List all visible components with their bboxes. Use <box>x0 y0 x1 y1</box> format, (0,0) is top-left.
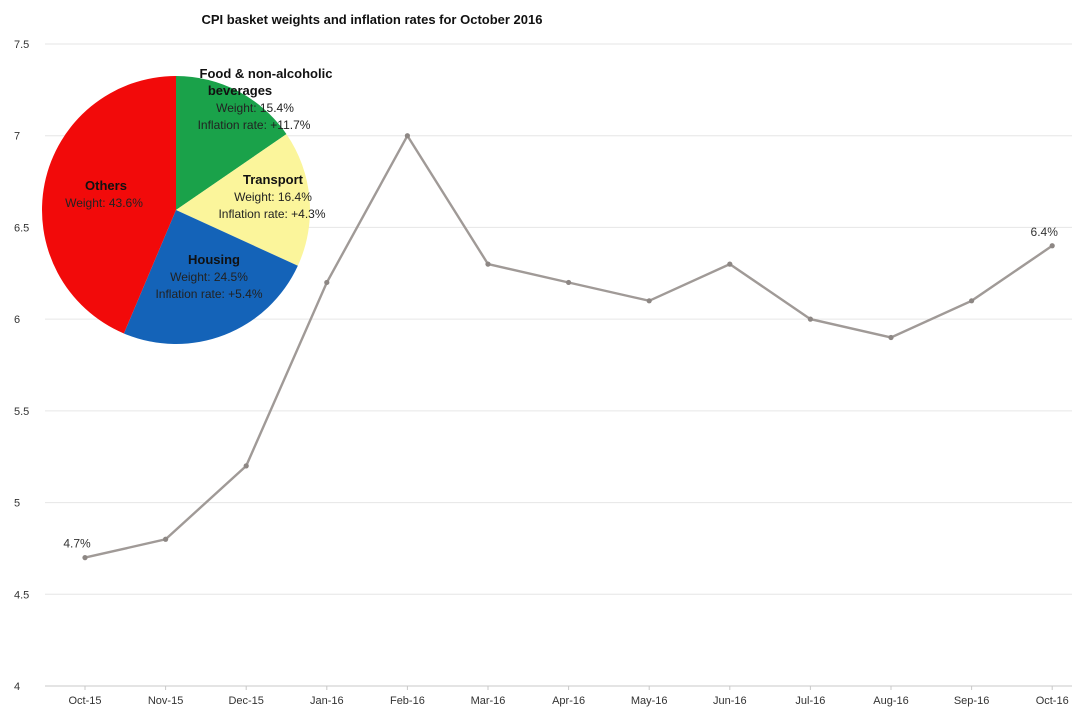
data-points <box>82 133 1055 561</box>
pie-label-transport-name: Transport <box>243 172 304 187</box>
data-point <box>163 536 169 542</box>
x-tick-label: Dec-15 <box>228 695 263 707</box>
data-label: 6.4% <box>1031 225 1059 239</box>
x-tick-label: Nov-15 <box>148 695 183 707</box>
pie-label-transport-weight: Weight: 16.4% <box>234 190 312 204</box>
pie-label-food-weight: Weight: 15.4% <box>216 101 294 115</box>
pie-chart: Food & non-alcoholic beverages Weight: 1… <box>42 66 332 344</box>
pie-slice-2 <box>123 210 298 344</box>
pie-label-transport: Transport Weight: 16.4% Inflation rate: … <box>218 172 325 221</box>
data-point <box>888 334 894 341</box>
pie-label-food: Food & non-alcoholic beverages Weight: 1… <box>198 66 333 132</box>
y-tick-label: 5 <box>14 498 20 510</box>
x-tick-label: Jan-16 <box>310 695 344 707</box>
data-point <box>646 298 652 304</box>
x-tick-label: Aug-16 <box>873 695 908 707</box>
data-point <box>566 279 572 286</box>
data-point <box>807 316 814 322</box>
x-tick-label: Oct-15 <box>68 695 101 707</box>
pie-slice-3 <box>42 76 177 334</box>
y-tick-label: 4 <box>14 681 20 693</box>
pie-slice-0 <box>176 76 287 210</box>
pie-label-others-weight: Weight: 43.6% <box>65 196 143 210</box>
pie-label-housing: Housing Weight: 24.5% Inflation rate: +5… <box>155 252 262 301</box>
data-point <box>485 261 491 267</box>
pie-slice-1 <box>176 134 311 266</box>
pie-label-housing-rate: Inflation rate: +5.4% <box>155 287 262 301</box>
y-tick-label: 7 <box>14 131 20 143</box>
pie-label-food-rate: Inflation rate: +11.7% <box>198 118 311 132</box>
data-point <box>969 298 975 304</box>
pie-label-transport-rate: Inflation rate: +4.3% <box>218 207 325 221</box>
pie-label-others-name: Others <box>85 178 127 193</box>
pie-label-food-name-2: beverages <box>208 83 272 98</box>
pie-label-housing-weight: Weight: 24.5% <box>170 270 248 284</box>
y-tick-label: 7.5 <box>14 39 29 51</box>
x-tick-label: Sep-16 <box>954 695 989 707</box>
y-tick-label: 5.5 <box>14 406 29 418</box>
data-point <box>243 463 249 469</box>
x-tick-label: Oct-16 <box>1036 695 1069 707</box>
x-tick-label: Apr-16 <box>552 695 585 707</box>
data-point <box>727 261 733 267</box>
data-point <box>82 555 88 561</box>
pie-label-others: Others Weight: 43.6% <box>65 178 143 210</box>
y-tick-label: 4.5 <box>14 589 29 601</box>
x-tick-label: Jun-16 <box>713 695 747 707</box>
x-tick-label: Mar-16 <box>471 695 506 707</box>
chart-title: CPI basket weights and inflation rates f… <box>202 12 543 27</box>
data-point <box>1049 243 1055 249</box>
y-tick-label: 6.5 <box>14 222 29 234</box>
x-tick-label: May-16 <box>631 695 668 707</box>
data-point <box>324 279 330 286</box>
x-tick-label: Feb-16 <box>390 695 425 707</box>
x-tick-label: Jul-16 <box>795 695 825 707</box>
y-axis: 7.5 7 6.5 6 5.5 5 4.5 4 <box>14 39 29 693</box>
pie-label-housing-name: Housing <box>188 252 240 267</box>
data-point <box>404 133 410 139</box>
pie-label-food-name-1: Food & non-alcoholic <box>200 66 333 81</box>
data-label: 4.7% <box>63 537 91 551</box>
x-axis: Oct-15 Nov-15 Dec-15 Jan-16 Feb-16 Mar-16 Apr-… <box>68 686 1069 707</box>
data-labels: 4.7% 6.4% <box>63 225 1058 551</box>
y-tick-label: 6 <box>14 314 20 326</box>
